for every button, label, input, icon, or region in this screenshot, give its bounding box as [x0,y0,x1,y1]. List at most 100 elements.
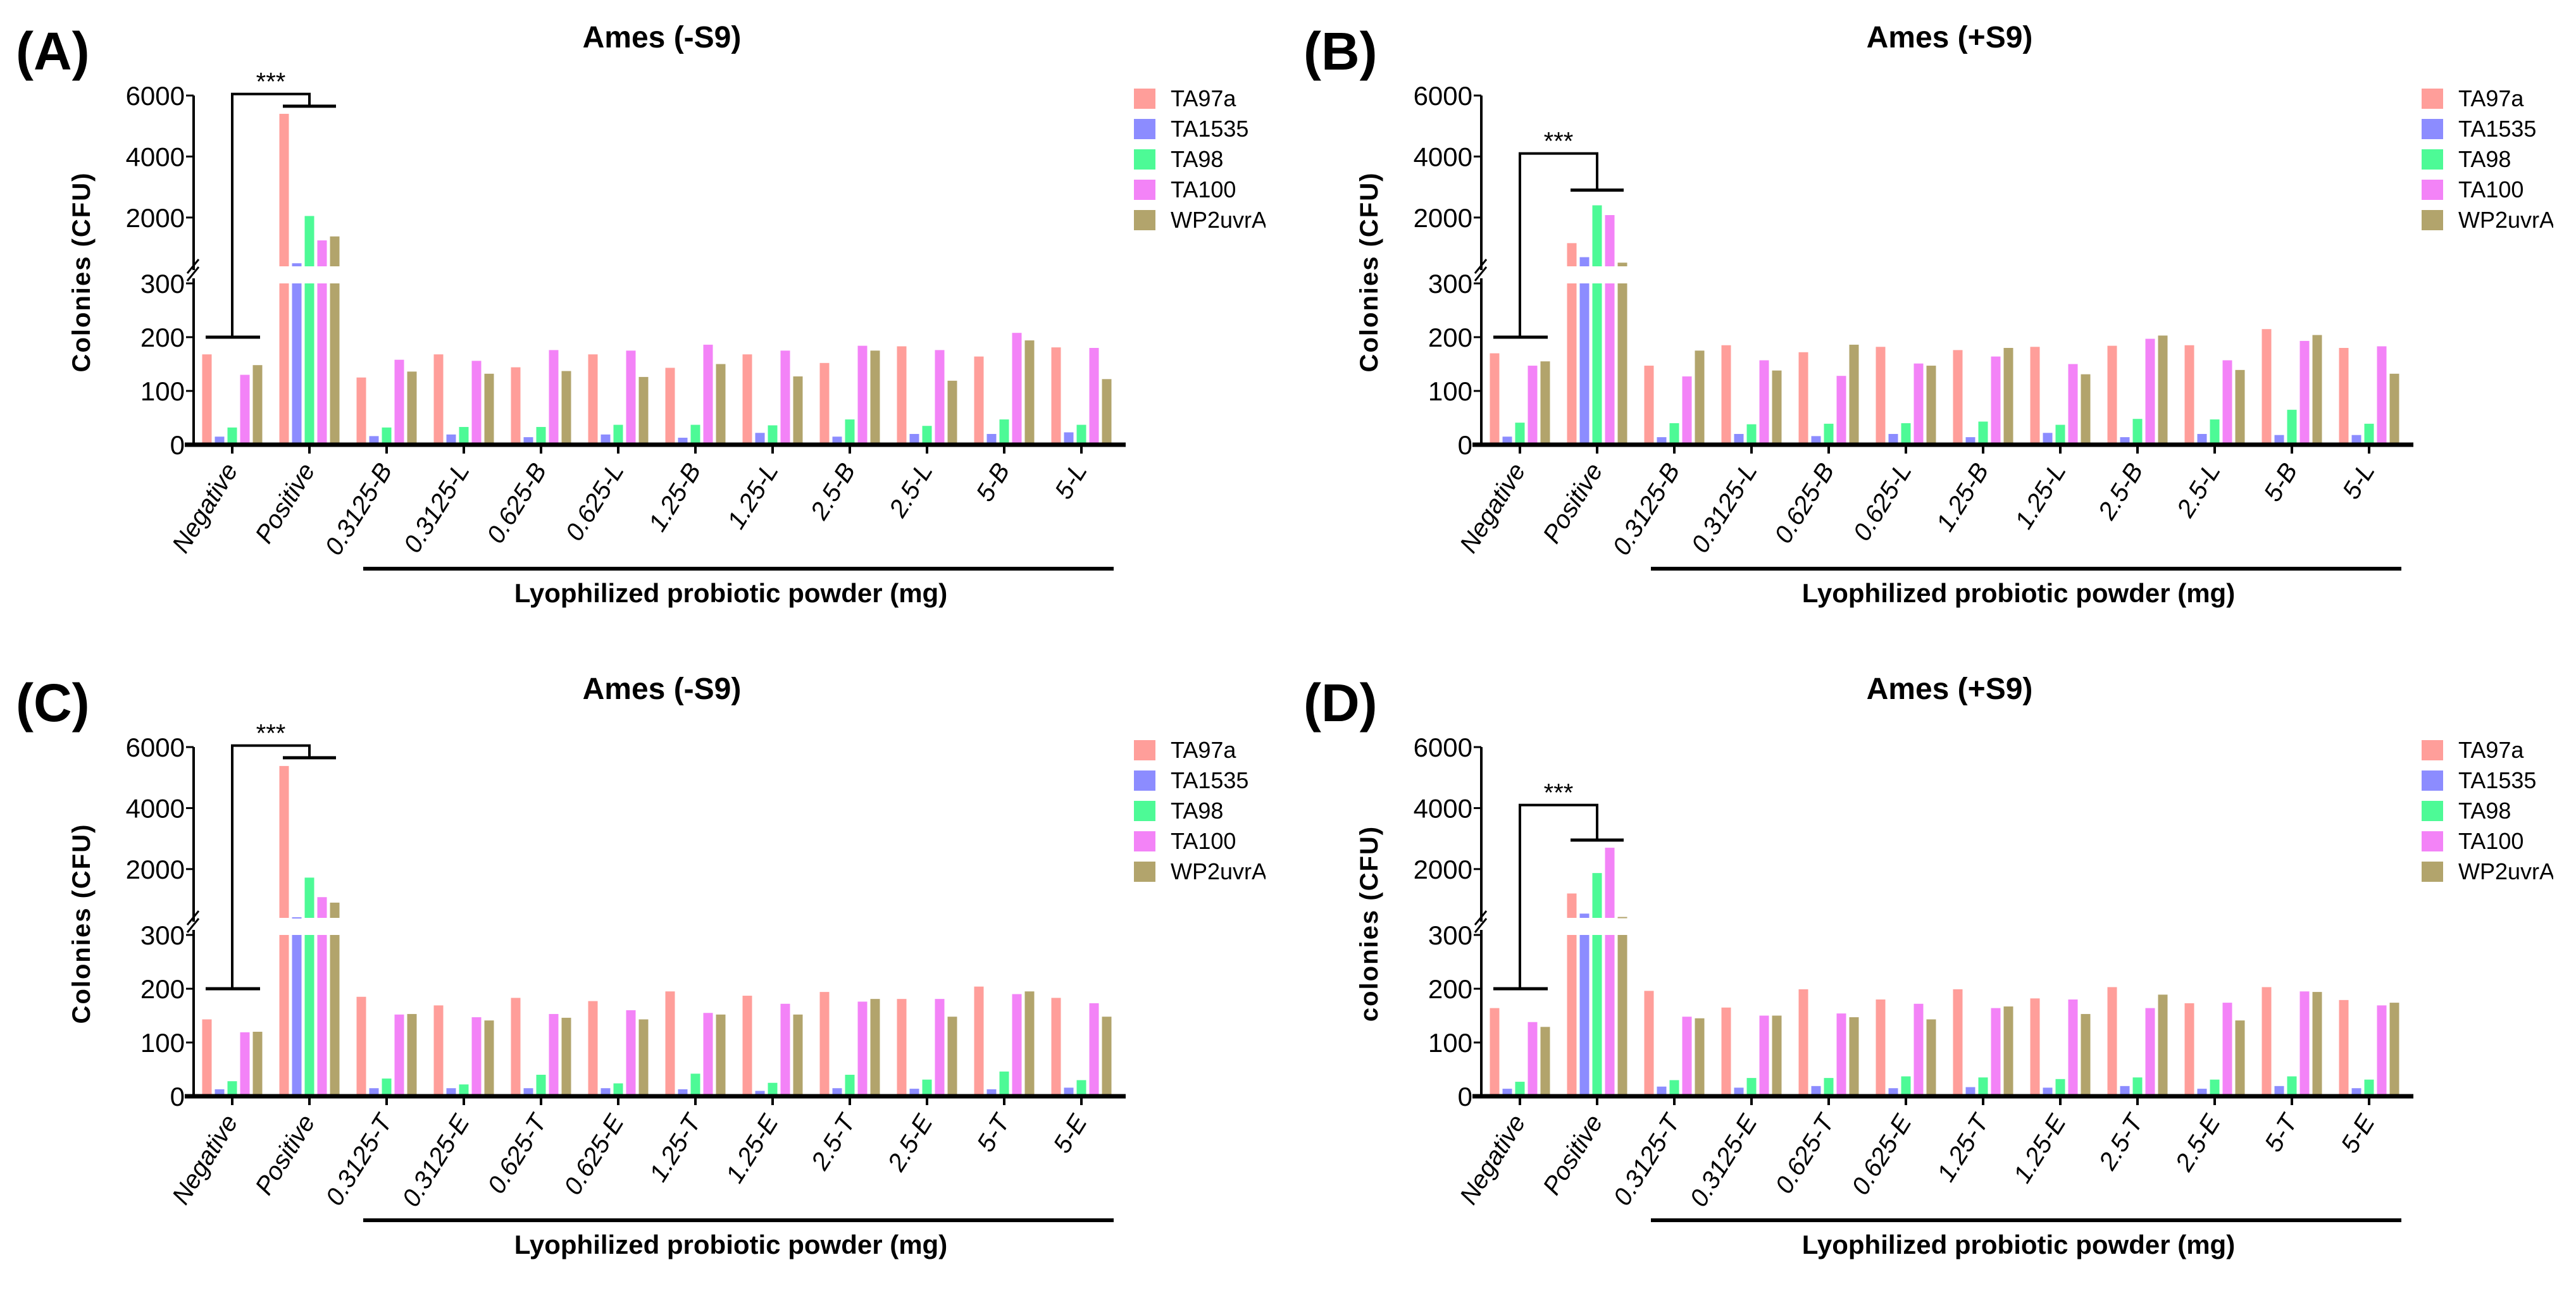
bar [935,999,945,1096]
x-axis-label: Lyophilized probiotic powder (mg) [1802,1230,2235,1259]
bar [909,1089,919,1096]
bar [1617,935,1627,1096]
significance-bracket [1519,152,1598,337]
bar [1605,935,1615,1096]
x-tick-label: Negative [1455,1110,1531,1209]
bar [638,376,649,445]
legend-label: TA1535 [2458,116,2536,142]
bar [1076,424,1086,445]
x-tick-label: Positive [250,1110,321,1199]
bar [1490,353,1500,445]
bar [279,765,289,918]
bar [2235,369,2245,445]
bar [613,1083,623,1096]
x-tick-label: 2.5-E [2170,1109,2226,1176]
bar [1567,935,1577,1096]
bar [2055,424,2065,445]
bar [1759,1015,1769,1096]
bar [857,1001,868,1096]
legend-label: TA97a [2458,737,2524,763]
bar [433,1005,444,1096]
x-tick-label: 2.5-B [2093,458,2149,524]
bar [2222,360,2232,445]
bar [511,367,521,445]
panel-label: (C) [16,673,90,733]
bar [1669,423,1679,445]
bar [1746,1078,1757,1096]
bar [1876,999,1886,1096]
x-tick-label: 0.3125-B [1607,458,1685,560]
bar [292,917,302,919]
bar [1605,215,1615,266]
bar [2158,994,2168,1096]
axis-break-mark [1474,259,1488,281]
bar [1064,432,1074,445]
chart-d: (D) Ames (+S9) colonies (CFU) Negative Posit… [1304,672,2554,1259]
legend-label: TA1535 [1171,767,1248,793]
significance-bracket [231,92,311,337]
panel-label: (B) [1304,22,1378,81]
bar [1102,1017,1112,1096]
y-axis-label: Colonies (CFU) [68,172,96,373]
bar [459,426,469,445]
bar [240,374,250,445]
bar [1567,893,1577,918]
bar [1605,848,1615,918]
bar [382,1078,392,1096]
bar [870,999,880,1096]
bar [768,425,778,445]
legend-swatch [2422,801,2443,821]
bar [1849,1017,1859,1096]
legend-swatch [1134,740,1155,760]
bar [768,1082,778,1096]
bar [1876,347,1886,445]
bar [1502,1089,1512,1096]
x-tick-label: 1.25-T [1932,1108,1995,1187]
panel-label: (D) [1304,673,1378,733]
bar [1669,1080,1679,1096]
bar [1644,991,1654,1096]
bar [1913,1003,1924,1096]
bar [974,356,984,445]
y-tick-label: 200 [140,974,185,1004]
significance-label: *** [256,720,286,748]
bar [1024,991,1035,1096]
bar [536,1075,546,1096]
x-tick-label: 5-L [1050,458,1093,504]
legend-swatch [2422,180,2443,200]
legend-label: TA98 [2458,146,2511,172]
y-axis-label: Colonies (CFU) [68,824,96,1024]
bar [1102,379,1112,445]
bar [459,1084,469,1096]
bar [999,419,1009,445]
bar [2132,419,2143,445]
bar [1592,935,1602,1096]
bar [1579,935,1590,1096]
bar [1089,348,1099,445]
bar [986,434,997,445]
bar [1901,423,1911,445]
significance-label: *** [1544,128,1574,156]
x-tick-label: 0.3125-B [320,458,397,560]
bar [1824,1078,1834,1096]
y-tick-label: 2000 [126,203,185,233]
bar [2068,999,2078,1096]
bar [2030,998,2040,1096]
x-tick-label: 1.25-B [1931,458,1994,536]
x-tick-label: 5-L [2337,458,2380,504]
chart-title: Ames (+S9) [1867,672,2033,706]
legend-swatch [2422,210,2443,230]
y-tick-label: 0 [1458,430,1472,460]
x-tick-label: 0.625-T [1770,1108,1841,1198]
bar [2210,419,2220,445]
bar [2339,348,2349,445]
bar [484,1020,494,1096]
legend-swatch [2422,770,2443,791]
bar [279,935,289,1096]
bar [1657,437,1667,445]
panel-b: (B) Ames (+S9) Colonies (CFU) Negative Posit… [1288,0,2554,633]
x-tick-label: 1.25-E [721,1109,784,1187]
bar [1644,366,1654,445]
bar [2184,1003,2194,1096]
bar [317,897,327,918]
